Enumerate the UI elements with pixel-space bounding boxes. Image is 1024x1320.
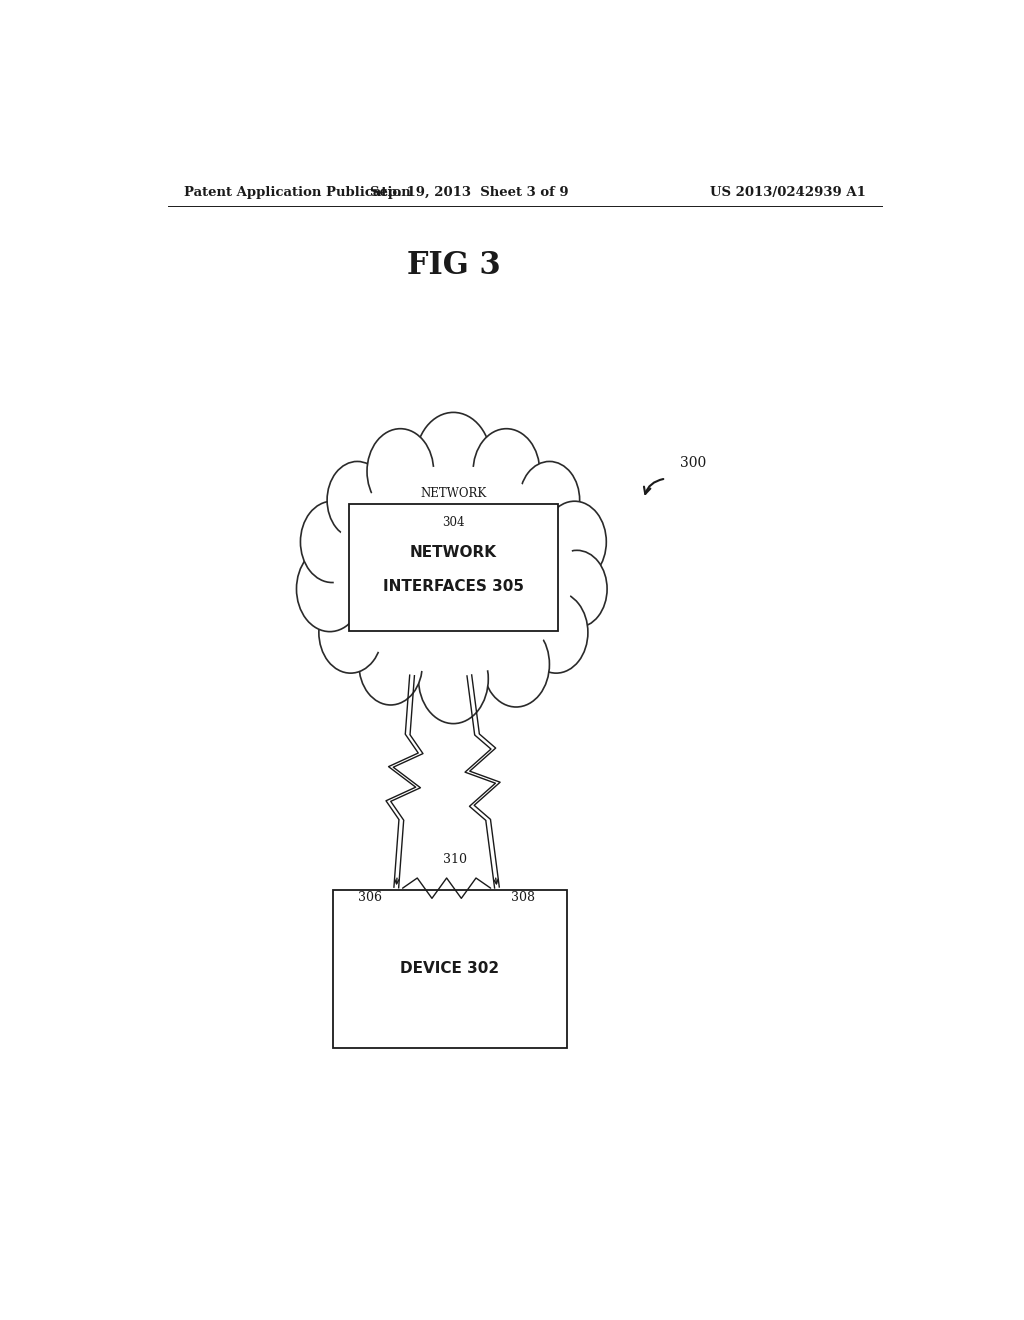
Text: US 2013/0242939 A1: US 2013/0242939 A1 <box>711 186 866 199</box>
Circle shape <box>297 546 364 632</box>
Circle shape <box>482 622 550 708</box>
Text: Patent Application Publication: Patent Application Publication <box>183 186 411 199</box>
Text: 304: 304 <box>442 516 465 528</box>
Circle shape <box>547 550 607 627</box>
Circle shape <box>300 502 364 582</box>
Text: DEVICE 302: DEVICE 302 <box>400 961 500 977</box>
Circle shape <box>367 429 434 513</box>
Text: FIG 3: FIG 3 <box>407 249 501 281</box>
Circle shape <box>416 412 492 510</box>
Circle shape <box>318 591 382 673</box>
Text: 310: 310 <box>442 853 467 866</box>
Text: INTERFACES 305: INTERFACES 305 <box>383 579 524 594</box>
Bar <box>333 890 567 1048</box>
Circle shape <box>519 462 580 539</box>
Circle shape <box>524 591 588 673</box>
Circle shape <box>327 462 387 539</box>
Text: 306: 306 <box>358 891 382 904</box>
Ellipse shape <box>333 466 573 675</box>
Circle shape <box>473 429 540 513</box>
Circle shape <box>543 502 606 582</box>
Circle shape <box>419 634 488 723</box>
Text: NETWORK: NETWORK <box>420 487 486 500</box>
Text: Sep. 19, 2013  Sheet 3 of 9: Sep. 19, 2013 Sheet 3 of 9 <box>370 186 568 199</box>
Circle shape <box>358 623 422 705</box>
Text: 308: 308 <box>511 891 536 904</box>
Text: NETWORK: NETWORK <box>410 545 497 560</box>
Text: 300: 300 <box>680 457 706 470</box>
Bar <box>348 504 558 631</box>
Ellipse shape <box>325 458 583 682</box>
